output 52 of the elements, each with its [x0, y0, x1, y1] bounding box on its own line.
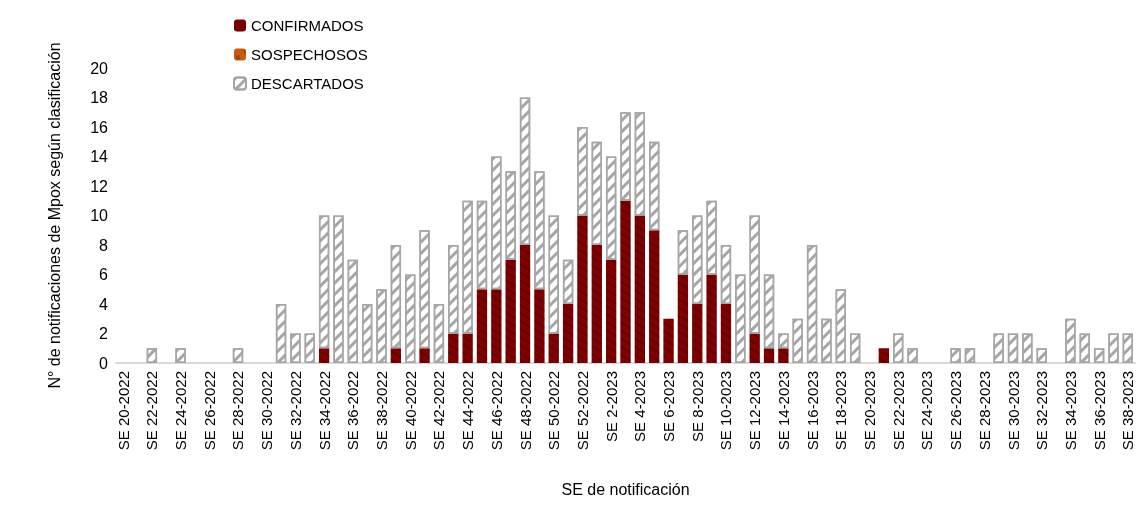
y-tick-label: 16 — [90, 118, 109, 136]
x-tick-label: SE 34-2023 — [1061, 371, 1079, 451]
x-tick-label: SE 36-2022 — [344, 371, 362, 451]
x-tick-label: SE 4-2023 — [631, 371, 649, 442]
x-tick-label: SE 50-2022 — [545, 371, 563, 451]
x-tick-label: SE 26-2022 — [200, 371, 218, 451]
x-tick-label: SE 20-2023 — [860, 371, 878, 451]
y-tick-label: 20 — [90, 59, 109, 77]
x-tick-label: SE 52-2022 — [573, 371, 591, 451]
y-tick-label: 4 — [99, 295, 109, 313]
x-tick-label: SE 30-2023 — [1004, 371, 1022, 451]
x-tick-label: SE 24-2023 — [918, 371, 936, 451]
x-tick-label: SE 38-2022 — [373, 371, 391, 451]
y-tick-label: 12 — [90, 177, 109, 195]
x-tick-label: SE 8-2023 — [688, 371, 706, 442]
x-tick-label: SE 12-2023 — [746, 371, 764, 451]
legend-label: CONFIRMADOS — [251, 17, 364, 34]
x-tick-label: SE 36-2023 — [1090, 371, 1108, 451]
x-tick-label: SE 22-2023 — [889, 371, 907, 451]
x-tick-label: SE 26-2023 — [947, 371, 965, 451]
y-tick-label: 0 — [99, 354, 109, 372]
x-tick-label: SE 28-2022 — [229, 371, 247, 451]
x-axis-title: SE de notificación — [561, 480, 690, 498]
x-tick-label: SE 22-2022 — [143, 371, 161, 451]
x-tick-label: SE 38-2023 — [1119, 371, 1137, 451]
x-tick-label: SE 28-2023 — [975, 371, 993, 451]
y-tick-label: 2 — [99, 325, 109, 342]
y-tick-label: 14 — [90, 148, 109, 165]
x-tick-label: SE 30-2022 — [258, 371, 276, 451]
x-tick-label: SE 2-2023 — [602, 371, 620, 442]
y-tick-label: 10 — [90, 207, 109, 224]
x-tick-label: SE 32-2022 — [286, 371, 304, 451]
x-tick-label: SE 24-2022 — [172, 371, 190, 451]
x-tick-label: SE 14-2023 — [774, 371, 792, 451]
x-tick-label: SE 18-2023 — [832, 371, 850, 451]
x-tick-label: SE 42-2022 — [430, 371, 448, 451]
x-tick-label: SE 20-2022 — [114, 371, 132, 451]
y-tick-label: 6 — [99, 266, 109, 283]
y-tick-label: 8 — [99, 236, 109, 254]
x-tick-label: SE 16-2023 — [803, 371, 821, 451]
legend-label: SOSPECHOSOS — [251, 46, 368, 63]
x-tick-label: SE 34-2022 — [315, 371, 333, 451]
x-tick-label: SE 48-2022 — [516, 371, 534, 451]
x-tick-label: SE 10-2023 — [717, 371, 735, 451]
legend-label: DESCARTADOS — [251, 75, 364, 92]
x-tick-label: SE 44-2022 — [459, 371, 477, 451]
y-tick-label: 18 — [90, 89, 109, 106]
x-tick-label: SE 6-2023 — [660, 371, 678, 442]
x-tick-label: SE 40-2022 — [401, 371, 419, 451]
x-tick-label: SE 46-2022 — [487, 371, 505, 451]
y-axis-title: N° de notificaciones de Mpox según clasificación — [45, 42, 63, 389]
x-tick-label: SE 32-2023 — [1033, 371, 1051, 451]
